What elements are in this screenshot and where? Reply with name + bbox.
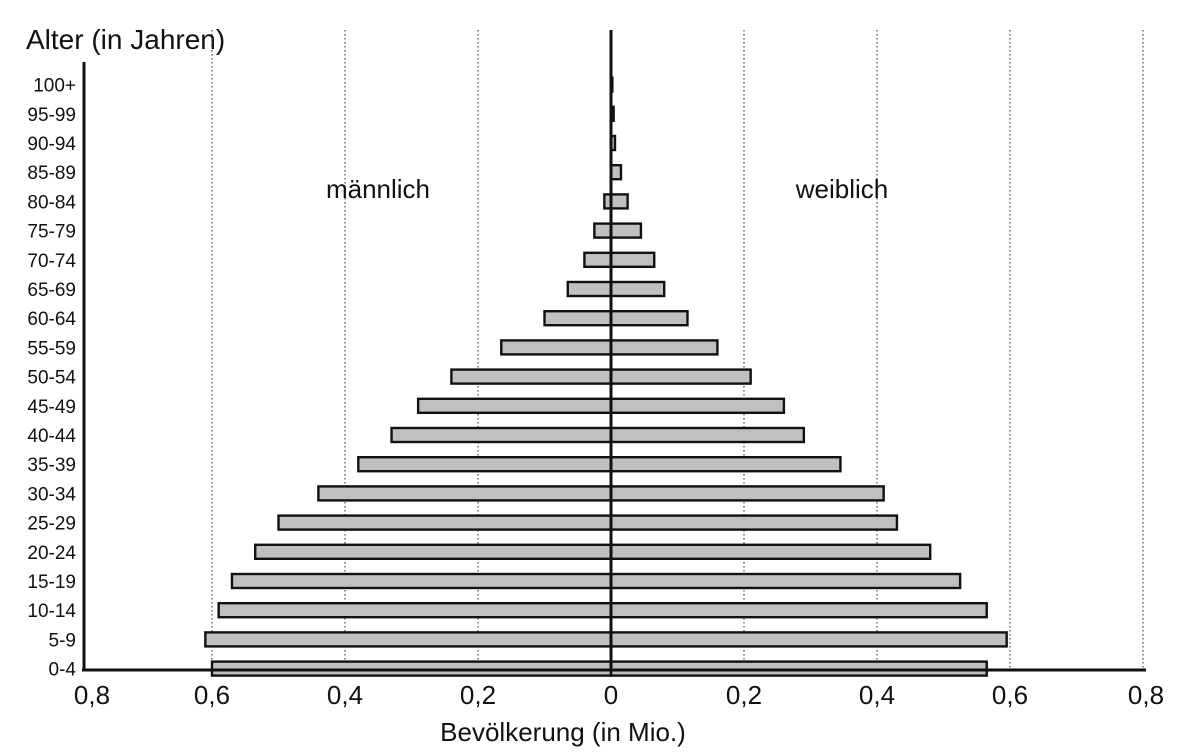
bar-female (609, 485, 885, 502)
bar-male (500, 339, 613, 356)
y-tick-label: 95-99 (27, 105, 76, 126)
y-tick-label: 0-4 (49, 660, 77, 681)
bar-male (543, 310, 613, 327)
y-tick-labels: 100+ 95-99 90-94 85-89 80-84 75-79 70-74 65-69 6… (27, 76, 76, 681)
bar-male (217, 602, 613, 619)
y-tick-label: 60-64 (27, 309, 76, 330)
y-tick-label: 35-39 (27, 455, 76, 476)
bar-female (609, 280, 666, 298)
y-tick-label: 55-59 (27, 338, 76, 359)
series-label-male: männlich (326, 174, 430, 204)
y-tick-label: 5-9 (49, 630, 76, 651)
x-tick-label: 0,2 (460, 680, 496, 710)
chart-title: Alter (in Jahren) (26, 24, 225, 55)
bar-male (277, 514, 613, 531)
bar-male (583, 251, 613, 269)
y-tick-label: 40-44 (27, 426, 76, 447)
x-tick-label: 0,4 (327, 680, 363, 710)
y-tick-label: 75-79 (27, 222, 76, 243)
bar-female (609, 222, 643, 239)
bar-male (390, 426, 613, 444)
y-tick-label: 85-89 (27, 163, 76, 184)
bar-female (609, 572, 962, 590)
x-tick-label: 0,4 (859, 680, 895, 710)
bar-female (609, 339, 719, 356)
bar-male (254, 543, 613, 560)
bar-female (609, 310, 689, 327)
bar-female (609, 602, 988, 619)
x-tick-label: 0 (604, 680, 618, 710)
bar-male (204, 631, 613, 648)
y-tick-label: 80-84 (27, 192, 76, 213)
bar-female (609, 193, 629, 210)
bar-male (450, 368, 613, 385)
y-tick-label: 25-29 (27, 514, 76, 535)
x-tick-label: 0,8 (1128, 680, 1164, 710)
bar-male (416, 397, 613, 414)
x-tick-label: 0,2 (726, 680, 762, 710)
x-tick-label: 0,6 (194, 680, 230, 710)
y-tick-label: 50-54 (27, 368, 76, 389)
bar-female (609, 456, 842, 473)
bar-male (357, 456, 613, 473)
bar-male (593, 222, 613, 239)
y-tick-label: 10-14 (27, 601, 76, 622)
y-tick-label: 30-34 (27, 484, 76, 505)
bar-female (609, 251, 656, 269)
y-tick-label: 20-24 (27, 543, 76, 564)
x-tick-label: 0,6 (992, 680, 1028, 710)
bar-female (609, 514, 899, 531)
bar-female (609, 543, 932, 560)
x-tick-labels: 0,8 0,6 0,4 0,2 0 0,2 0,4 0,6 0,8 (74, 680, 1164, 710)
x-axis-label: Bevölkerung (in Mio.) (440, 717, 686, 747)
y-tick-label: 45-49 (27, 397, 76, 418)
y-tick-label: 90-94 (27, 134, 76, 155)
bar-female (609, 426, 806, 444)
bar-female (609, 368, 752, 385)
bar-female (609, 397, 786, 414)
y-tick-label: 15-19 (27, 572, 76, 593)
bar-female (609, 631, 1008, 648)
x-tick-label: 0,8 (74, 680, 110, 710)
series-label-female: weiblich (795, 174, 889, 204)
y-tick-label: 70-74 (27, 251, 76, 272)
bar-male (230, 572, 613, 590)
y-tick-label: 65-69 (27, 280, 76, 301)
bar-male (566, 280, 613, 298)
bars-group (204, 76, 1008, 677)
y-tick-label: 100+ (33, 76, 76, 97)
bar-male (317, 485, 613, 502)
